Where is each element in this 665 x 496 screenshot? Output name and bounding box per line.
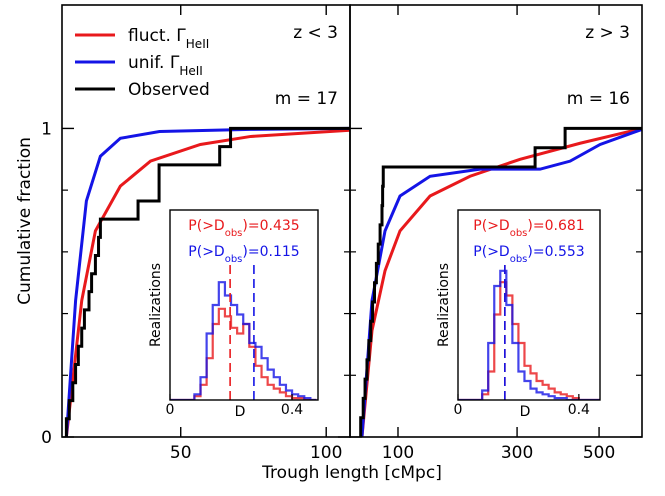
- legend-name: fluct. Γ: [128, 26, 186, 46]
- legend-name: unif. Γ: [128, 53, 180, 73]
- p-value: 0.435: [260, 218, 300, 234]
- x-axis-label: Trough length [cMpc]: [261, 463, 442, 483]
- p-suffix: )=: [527, 218, 544, 234]
- y-axis-label: Cumulative fraction: [15, 137, 35, 305]
- p-prefix: P(>D: [188, 244, 224, 260]
- p-suffix: )=: [242, 218, 259, 234]
- p-prefix: P(>D: [188, 218, 224, 234]
- p-value-label: P(>Dobs)=0.435: [188, 218, 299, 239]
- x-tick-label: 300: [501, 443, 533, 463]
- x-tick-label: 500: [583, 443, 615, 463]
- p-prefix: P(>D: [473, 218, 509, 234]
- legend-label: fluct. ΓHeII: [128, 26, 209, 51]
- inset-x-tick-label: 0: [166, 402, 175, 418]
- inset-frame: [457, 209, 601, 401]
- model-cdf: [360, 127, 642, 437]
- p-subscript: obs: [510, 254, 528, 265]
- x-tick-label: 100: [310, 443, 342, 463]
- inset-x-label: D: [235, 404, 246, 420]
- p-subscript: obs: [225, 254, 243, 265]
- observed-cdf: [359, 126, 642, 437]
- inset-plot: [170, 260, 317, 400]
- model-cdf: [64, 128, 350, 437]
- legend-label: unif. ΓHeII: [128, 53, 203, 78]
- legend-label: Observed: [128, 80, 210, 100]
- p-value: 0.681: [545, 218, 585, 234]
- panel-frame: [349, 4, 643, 438]
- y-tick-label: 0: [41, 428, 52, 448]
- inset-x-tick-label: 0.4: [568, 402, 590, 418]
- y-tick-label: 1: [41, 119, 52, 139]
- panel-label: z < 3: [293, 23, 338, 43]
- inset-x-tick-label: 0: [454, 402, 463, 418]
- p-value-label: P(>Dobs)=0.553: [473, 244, 584, 265]
- p-suffix: )=: [527, 244, 544, 260]
- inset-background: [170, 210, 318, 400]
- p-subscript: obs: [510, 228, 528, 239]
- legend-subscript: HeII: [179, 64, 202, 78]
- p-subscript: obs: [225, 228, 243, 239]
- p-value-label: P(>Dobs)=0.681: [473, 218, 584, 239]
- legend-subscript: HeII: [186, 37, 209, 51]
- panel-count: m = 16: [567, 89, 630, 109]
- inset-background: [458, 210, 600, 400]
- x-tick-label: 50: [170, 443, 192, 463]
- p-value-label: P(>Dobs)=0.115: [188, 244, 299, 265]
- x-tick-label: 100: [382, 443, 414, 463]
- p-value: 0.115: [260, 244, 300, 260]
- inset-x-label: D: [520, 404, 531, 420]
- panel-plot: [359, 126, 642, 437]
- histogram: [170, 281, 317, 400]
- inset-y-label: Realizations: [148, 263, 164, 347]
- p-value: 0.553: [545, 244, 585, 260]
- p-prefix: P(>D: [473, 244, 509, 260]
- panel-label: z > 3: [585, 23, 630, 43]
- inset-y-label: Realizations: [436, 263, 452, 347]
- legend-name: Observed: [128, 80, 210, 100]
- inset-x-tick-label: 0.4: [281, 402, 303, 418]
- panel-count: m = 17: [275, 89, 338, 109]
- inset-frame: [169, 209, 319, 401]
- p-suffix: )=: [242, 244, 259, 260]
- panel-plot: [64, 126, 350, 437]
- observed-cdf: [64, 126, 350, 437]
